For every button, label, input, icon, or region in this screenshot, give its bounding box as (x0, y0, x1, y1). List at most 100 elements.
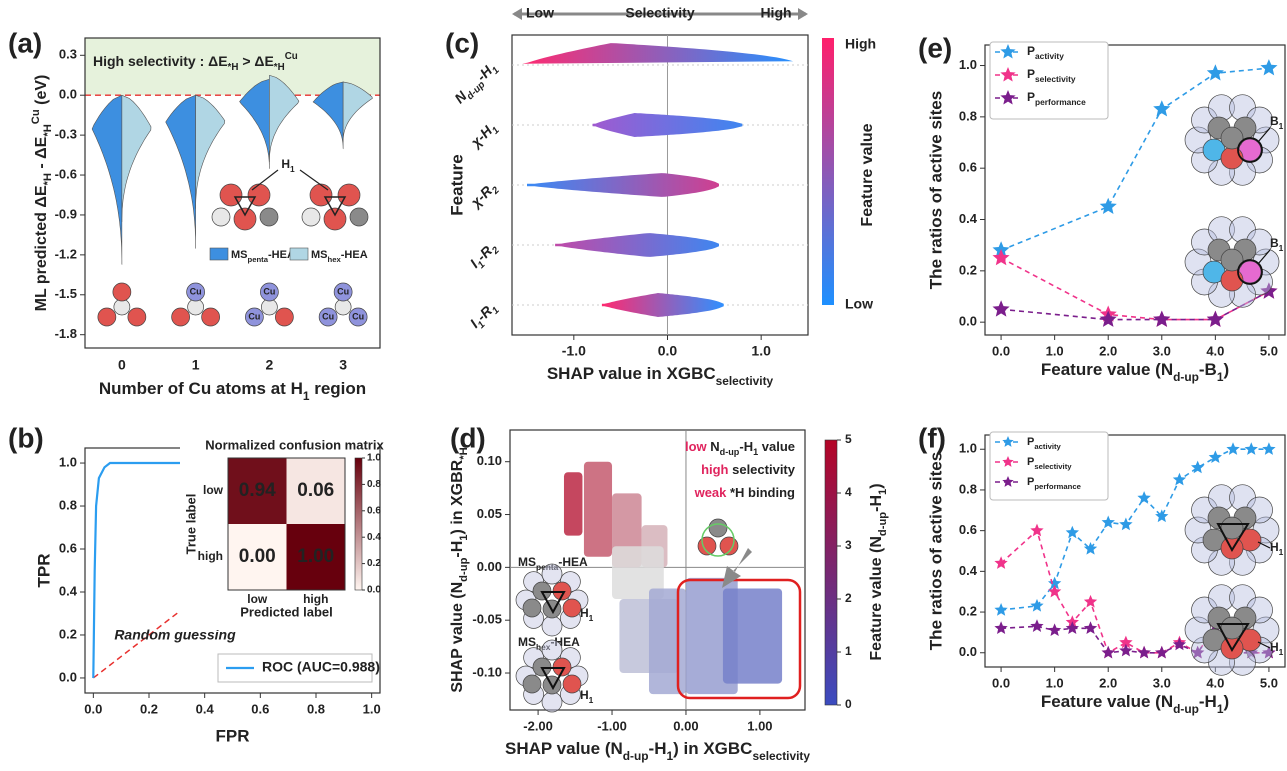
atom-icon (186, 282, 205, 302)
text-part: high (701, 462, 728, 477)
atom-icon (541, 563, 563, 585)
x-tick-label: 2 (265, 357, 273, 373)
atom-icon (1220, 146, 1244, 170)
x-tick-label: -1.0 (562, 343, 586, 359)
atom-icon (562, 674, 582, 694)
column-label: high (303, 592, 328, 606)
feature-swarm (555, 233, 719, 257)
atom-icon (541, 691, 563, 713)
point-cluster (722, 588, 783, 684)
legend-label: Pperformance (1027, 90, 1086, 107)
x-tick-label: 0.0 (992, 675, 1010, 690)
text-part: selectivity (729, 462, 796, 477)
x-axis-label: SHAP value (Nd-up-H1) in XGBCselectivity (505, 739, 810, 763)
colorbar-title: Feature value (859, 123, 876, 226)
site-outline (1237, 259, 1263, 285)
atom-icon (333, 282, 353, 302)
colorbar-tick-label: 3 (845, 538, 852, 552)
site-label: H1 (580, 688, 594, 705)
direction-label: Low (526, 5, 554, 21)
star-marker (1191, 460, 1205, 474)
text-part: 1 (877, 489, 889, 495)
atom-icon (541, 615, 563, 637)
legend-marker (1000, 90, 1016, 105)
text-part: -H (473, 62, 495, 84)
text-part: 1 (490, 125, 502, 137)
text-part: d-up (720, 447, 740, 457)
heatmap-cell (286, 524, 345, 590)
y-tick-label: -1.5 (55, 286, 77, 301)
atom-icon (113, 298, 131, 316)
panel-label: (c) (445, 27, 479, 58)
text-part: low (685, 439, 708, 454)
y-tick-label: 0.6 (959, 522, 977, 537)
star-marker (1155, 509, 1169, 523)
y-tick-label: 0.3 (59, 47, 77, 62)
site-label: H1 (1270, 640, 1284, 657)
text-part: P (1027, 436, 1034, 448)
star-marker (1244, 442, 1258, 455)
feature-swarm (601, 293, 724, 317)
atom-icon (522, 598, 542, 618)
text-part: 1 (589, 613, 594, 623)
colorbar-mid (824, 439, 838, 706)
star-marker (1153, 100, 1171, 117)
legend-label: Pselectivity (1027, 456, 1072, 471)
colorbar-tick-label: 0.0 (367, 585, 381, 596)
star-marker (1208, 450, 1222, 463)
heatmap-cell (228, 458, 287, 524)
feature-label: χ-R2 (466, 178, 502, 214)
x-tick-label: 1.00 (747, 718, 772, 733)
colorbar-tick-label: 2 (845, 591, 852, 605)
site-label: H1 (1270, 540, 1284, 557)
y-tick-label: 0.0 (959, 314, 977, 329)
y-tick-label: -0.3 (55, 127, 77, 142)
text-part: H (1270, 640, 1279, 654)
y-tick-label: -0.9 (55, 206, 77, 221)
text-part: 1 (490, 305, 502, 317)
text-part: Feature value (N (1041, 692, 1173, 711)
text-part: 1 (667, 749, 674, 763)
star-marker (1153, 310, 1171, 327)
feature-label: I1-R1 (467, 298, 502, 333)
y-tick-label: -0.05 (472, 612, 502, 627)
series-line (1001, 290, 1270, 321)
atom-label: Cu (248, 311, 260, 321)
colorbar-tick-label: 0 (845, 697, 852, 711)
text-part: d-up (1173, 370, 1199, 384)
text-part: H (1270, 540, 1279, 554)
x-tick-label: 5.0 (1260, 675, 1278, 690)
star-marker (1191, 645, 1205, 659)
star-marker (1048, 623, 1062, 636)
text-part: P (1027, 456, 1034, 468)
text-part: selectivity (716, 374, 774, 388)
text-part: MS (311, 249, 328, 261)
text-part: penta (248, 255, 269, 264)
text-part: ) (1223, 692, 1229, 711)
x-tick-label: 4.0 (1206, 343, 1224, 358)
atom-icon (97, 307, 117, 327)
text-part: -H (649, 739, 667, 758)
text-part: > ΔE (238, 53, 273, 69)
colorbar-tick-label: 0.2 (367, 558, 381, 569)
star-marker (992, 249, 1010, 266)
x-tick-label: -1.00 (597, 718, 627, 733)
atom-icon (318, 307, 338, 327)
star-marker (1101, 645, 1115, 659)
plot-frame (984, 434, 1286, 668)
text-part: *H (274, 62, 285, 73)
star-marker (1048, 576, 1062, 590)
star-marker (1262, 645, 1276, 659)
colorbar-tick-label: 0.8 (367, 479, 381, 490)
text-part: Cu (285, 51, 298, 62)
star-marker (1119, 635, 1133, 649)
site-triangle (233, 196, 257, 217)
inset-x-label: Predicted label (240, 604, 332, 619)
x-tick-label: 3.0 (1153, 675, 1171, 690)
x-tick-label: 0.0 (658, 343, 678, 359)
text-part: 1 (1217, 702, 1224, 716)
site-triangle (323, 196, 347, 217)
text-part: -HEA (558, 555, 588, 569)
